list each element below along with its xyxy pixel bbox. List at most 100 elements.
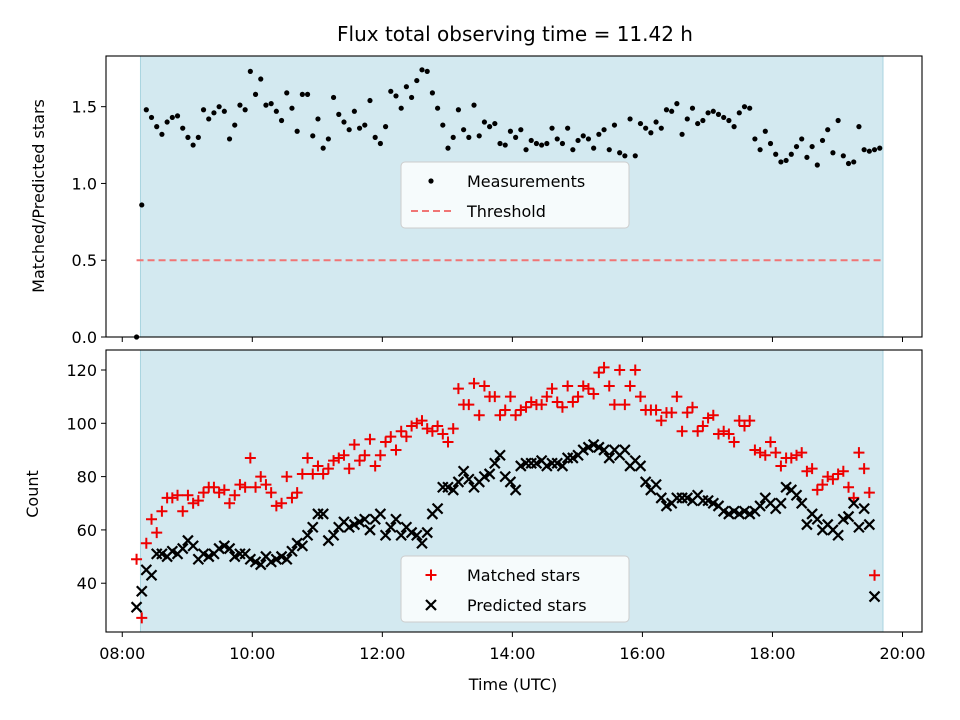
chart-title: Flux total observing time = 11.42 h	[337, 22, 693, 46]
data-point	[447, 484, 459, 496]
data-point	[658, 125, 664, 131]
data-point	[294, 128, 300, 134]
data-point	[695, 120, 701, 127]
legend-marker	[428, 178, 434, 184]
data-point	[702, 412, 714, 424]
data-point	[139, 202, 145, 208]
legend-marker	[425, 569, 437, 581]
data-point	[424, 68, 430, 74]
data-point	[509, 484, 522, 496]
data-point	[754, 500, 766, 512]
data-point	[164, 119, 170, 125]
data-point	[851, 159, 857, 165]
data-point	[598, 361, 610, 373]
data-point	[608, 399, 620, 411]
data-point	[518, 127, 524, 133]
data-point	[643, 125, 649, 131]
data-point	[814, 162, 820, 168]
data-point	[655, 492, 668, 504]
series-matched-stars	[131, 361, 881, 624]
data-point	[510, 409, 522, 421]
data-point	[364, 433, 376, 445]
data-point	[634, 391, 646, 403]
data-point	[832, 468, 844, 480]
data-point	[504, 476, 517, 488]
data-point	[866, 148, 872, 154]
data-point	[346, 127, 352, 133]
legend-box	[400, 555, 630, 623]
data-point	[411, 529, 423, 542]
data-point	[868, 590, 881, 603]
data-point	[671, 391, 683, 403]
x-tick-label: 08:00	[99, 644, 145, 663]
data-point	[263, 102, 269, 108]
data-point	[650, 478, 662, 491]
data-point	[304, 91, 311, 97]
data-point	[359, 449, 371, 461]
data-point	[809, 143, 815, 150]
data-point	[570, 147, 576, 153]
data-point	[237, 102, 243, 108]
data-point	[487, 124, 493, 130]
data-point	[281, 471, 293, 483]
data-point	[216, 104, 222, 110]
data-point	[385, 521, 397, 534]
data-point	[447, 423, 459, 435]
data-point	[528, 137, 534, 144]
data-point	[169, 114, 175, 121]
data-point	[377, 140, 383, 147]
data-point	[806, 463, 818, 475]
data-point	[408, 94, 415, 101]
data-point	[395, 425, 407, 437]
data-point	[840, 153, 846, 159]
data-point	[775, 497, 787, 510]
data-point	[666, 407, 678, 419]
data-point	[213, 487, 225, 499]
data-point	[869, 569, 881, 581]
data-point	[567, 396, 579, 408]
data-point	[549, 125, 555, 131]
data-point	[718, 425, 730, 437]
data-point	[224, 497, 236, 509]
data-point	[284, 90, 290, 96]
data-point	[842, 510, 855, 523]
data-point	[403, 84, 409, 90]
data-point	[499, 404, 511, 416]
data-point	[614, 364, 626, 376]
data-point	[239, 481, 251, 493]
data-point	[674, 101, 680, 107]
data-point	[624, 380, 636, 392]
data-point	[705, 110, 711, 116]
data-point	[791, 449, 803, 461]
data-point	[533, 140, 540, 147]
data-point	[416, 415, 428, 427]
data-point	[541, 391, 553, 403]
y-tick-label: 1.5	[72, 98, 97, 117]
series-predicted-stars	[130, 438, 881, 613]
x-tick-label: 12:00	[359, 644, 405, 663]
data-point	[289, 105, 295, 111]
data-point	[817, 479, 829, 491]
data-point	[835, 117, 841, 124]
data-point	[234, 479, 246, 491]
data-point	[617, 150, 623, 156]
data-point	[440, 122, 446, 128]
x-tick-label: 16:00	[619, 644, 665, 663]
data-point	[159, 131, 165, 137]
data-point	[457, 465, 470, 478]
data-point	[804, 154, 810, 160]
data-point	[385, 431, 397, 443]
data-point	[187, 497, 199, 509]
data-point	[379, 529, 392, 542]
data-point	[258, 76, 264, 82]
data-point	[367, 97, 373, 104]
x-tick-label: 10:00	[229, 644, 275, 663]
data-point	[166, 492, 178, 504]
data-point	[795, 497, 808, 510]
data-point	[653, 119, 659, 125]
data-point	[629, 364, 641, 376]
data-point	[301, 529, 314, 542]
data-point	[338, 449, 350, 461]
data-point	[211, 110, 217, 116]
